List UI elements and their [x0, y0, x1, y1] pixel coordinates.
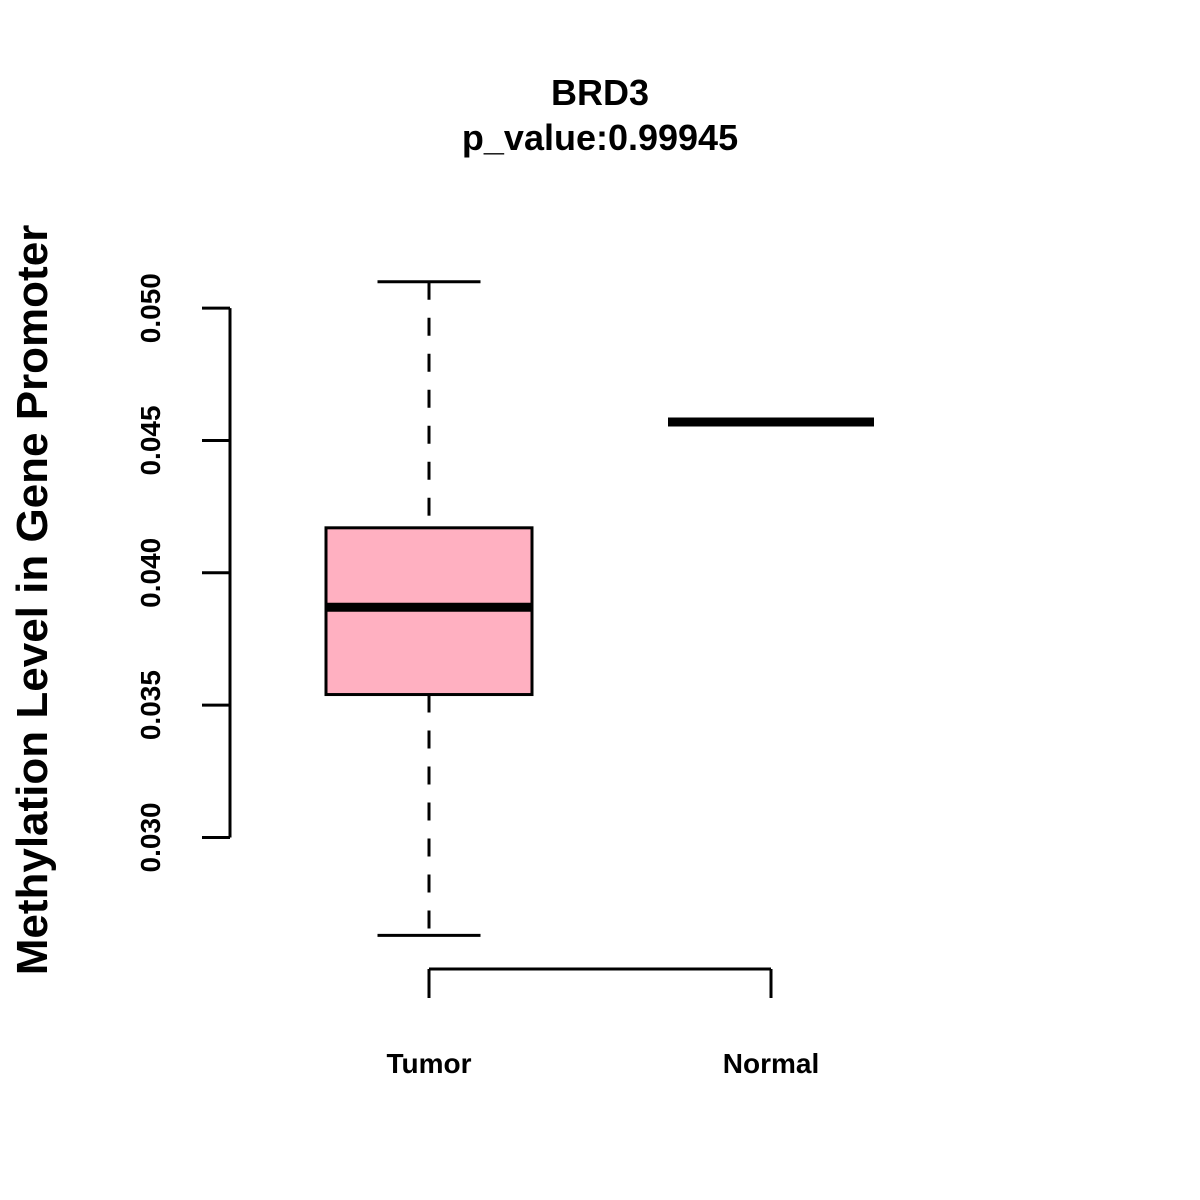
x-axis: Tumor Normal — [386, 967, 819, 1079]
y-tick-label: 0.050 — [135, 273, 166, 343]
boxes-group — [324, 280, 874, 937]
y-tick-label: 0.030 — [135, 802, 166, 872]
x-tick-label: Tumor — [386, 1048, 471, 1079]
y-tick-label: 0.045 — [135, 405, 166, 475]
y-axis-label: Methylation Level in Gene Promoter — [8, 225, 57, 976]
y-axis: 0.030 0.035 0.040 0.045 0.050 — [135, 273, 232, 872]
y-tick-label: 0.035 — [135, 670, 166, 740]
y-tick-label: 0.040 — [135, 538, 166, 608]
x-tick-label: Normal — [723, 1048, 819, 1079]
chart-title: BRD3 — [551, 72, 649, 113]
box-tumor — [324, 280, 534, 937]
chart-subtitle: p_value:0.99945 — [462, 117, 738, 158]
